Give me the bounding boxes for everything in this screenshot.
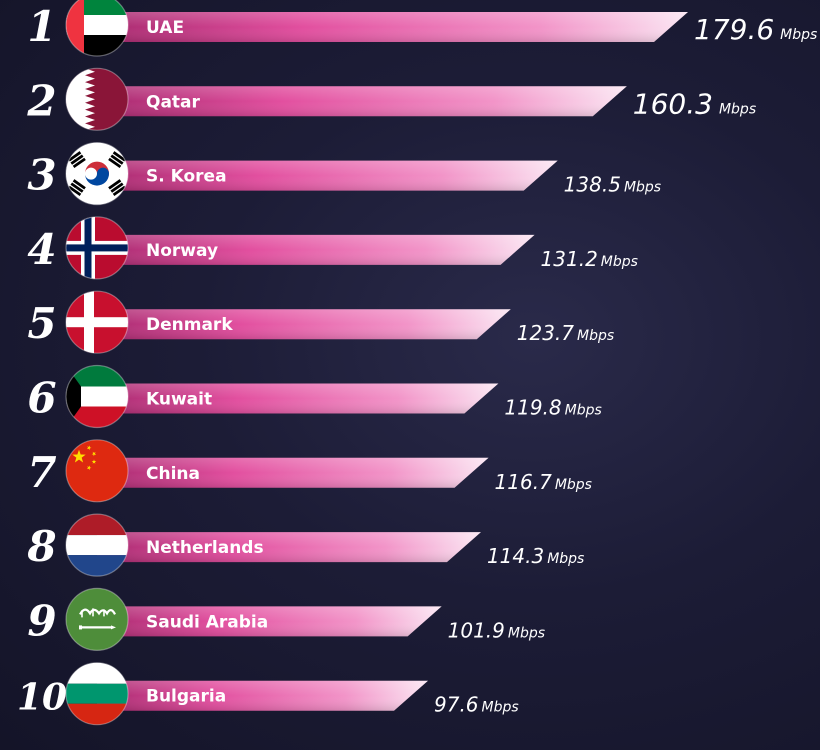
rank-label: 8: [26, 522, 56, 571]
bar-shade: [97, 532, 481, 563]
value-label: 179.6 Mbps: [694, 13, 817, 46]
rank-label: 10: [17, 677, 67, 719]
chart-row: 9 Saudi Arabia 101.9 Mbps: [27, 587, 545, 652]
bar-shade: [97, 234, 535, 265]
category-label: China: [146, 464, 200, 484]
value-label: 114.3 Mbps: [487, 544, 584, 568]
chart-row: 5 Denmark 123.7 Mbps: [27, 290, 614, 354]
chart-row: 2 Qatar 160.3 Mbps: [26, 67, 756, 131]
unit-label: Mbps: [624, 180, 661, 196]
value-label: 101.9 Mbps: [448, 618, 545, 642]
category-label: Kuwait: [146, 390, 212, 410]
value-number: 116.7: [495, 470, 553, 494]
chart-row: 7 China 116.7 Mbps: [27, 439, 592, 503]
chart-row: 8 Netherlands 114.3 Mbps: [26, 513, 584, 577]
south-korea-flag: [65, 142, 129, 206]
unit-label: Mbps: [601, 254, 638, 270]
category-label: Saudi Arabia: [146, 612, 268, 632]
value-label: 123.7 Mbps: [517, 321, 614, 345]
unit-label: Mbps: [482, 700, 519, 716]
value-label: 160.3 Mbps: [633, 87, 756, 120]
bar-shade: [97, 680, 428, 711]
category-label: Qatar: [146, 92, 201, 112]
category-label: Norway: [146, 241, 218, 261]
value-number: 114.3: [487, 544, 544, 568]
rank-label: 6: [27, 374, 56, 423]
bar-shade: [97, 86, 627, 117]
rank-label: 7: [27, 448, 56, 497]
unit-label: Mbps: [565, 403, 602, 419]
denmark-flag: [65, 290, 129, 354]
uae-flag: [65, 0, 129, 57]
value-label: 119.8 Mbps: [504, 396, 601, 420]
netherlands-flag: [65, 513, 129, 577]
china-flag: [65, 439, 129, 503]
bar-shade: [97, 160, 558, 191]
norway-flag: [65, 216, 129, 280]
unit-label: Mbps: [555, 477, 592, 493]
value-number: 160.3: [633, 87, 713, 120]
rank-label: 3: [27, 151, 56, 200]
category-label: Netherlands: [146, 538, 264, 558]
value-label: 131.2 Mbps: [541, 247, 638, 271]
bar-shade: [97, 606, 442, 637]
chart-row: 6 Kuwait 119.8 Mbps: [27, 364, 602, 429]
kuwait-flag: [65, 364, 129, 429]
unit-label: Mbps: [508, 625, 545, 641]
unit-label: Mbps: [577, 328, 614, 344]
value-number: 101.9: [448, 618, 505, 642]
unit-label: Mbps: [547, 551, 584, 567]
value-label: 116.7 Mbps: [495, 470, 592, 494]
value-number: 123.7: [517, 321, 575, 345]
saudi-arabia-flag: [65, 587, 129, 652]
value-number: 179.6: [694, 13, 774, 46]
value-label: 97.6 Mbps: [434, 693, 519, 717]
category-label: Bulgaria: [146, 687, 226, 707]
bar-shade: [97, 383, 499, 414]
value-number: 119.8: [504, 396, 561, 420]
value-number: 97.6: [434, 693, 479, 717]
chart-row: 10 Bulgaria 97.6 Mbps: [17, 662, 519, 726]
category-label: UAE: [146, 18, 184, 38]
bar-shade: [97, 12, 688, 42]
category-label: Denmark: [146, 315, 233, 335]
unit-label: Mbps: [780, 27, 817, 43]
rank-label: 5: [27, 299, 56, 348]
chart-row: 3 S. Korea 138.5 Mbps: [27, 142, 661, 206]
rank-label: 2: [26, 76, 56, 125]
rank-label: 9: [27, 596, 56, 645]
chart-row: 1 UAE 179.6 Mbps: [27, 0, 817, 57]
rank-label: 4: [27, 225, 56, 274]
chart-row: 4 Norway 131.2 Mbps: [27, 216, 638, 280]
bar-shade: [97, 309, 511, 340]
rank-label: 1: [27, 2, 56, 51]
unit-label: Mbps: [719, 101, 756, 117]
value-number: 138.5: [564, 173, 621, 197]
qatar-flag: [65, 67, 129, 131]
value-number: 131.2: [541, 247, 598, 271]
bulgaria-flag: [65, 662, 129, 726]
category-label: S. Korea: [146, 167, 227, 187]
value-label: 138.5 Mbps: [564, 173, 661, 197]
bar-shade: [97, 457, 489, 488]
